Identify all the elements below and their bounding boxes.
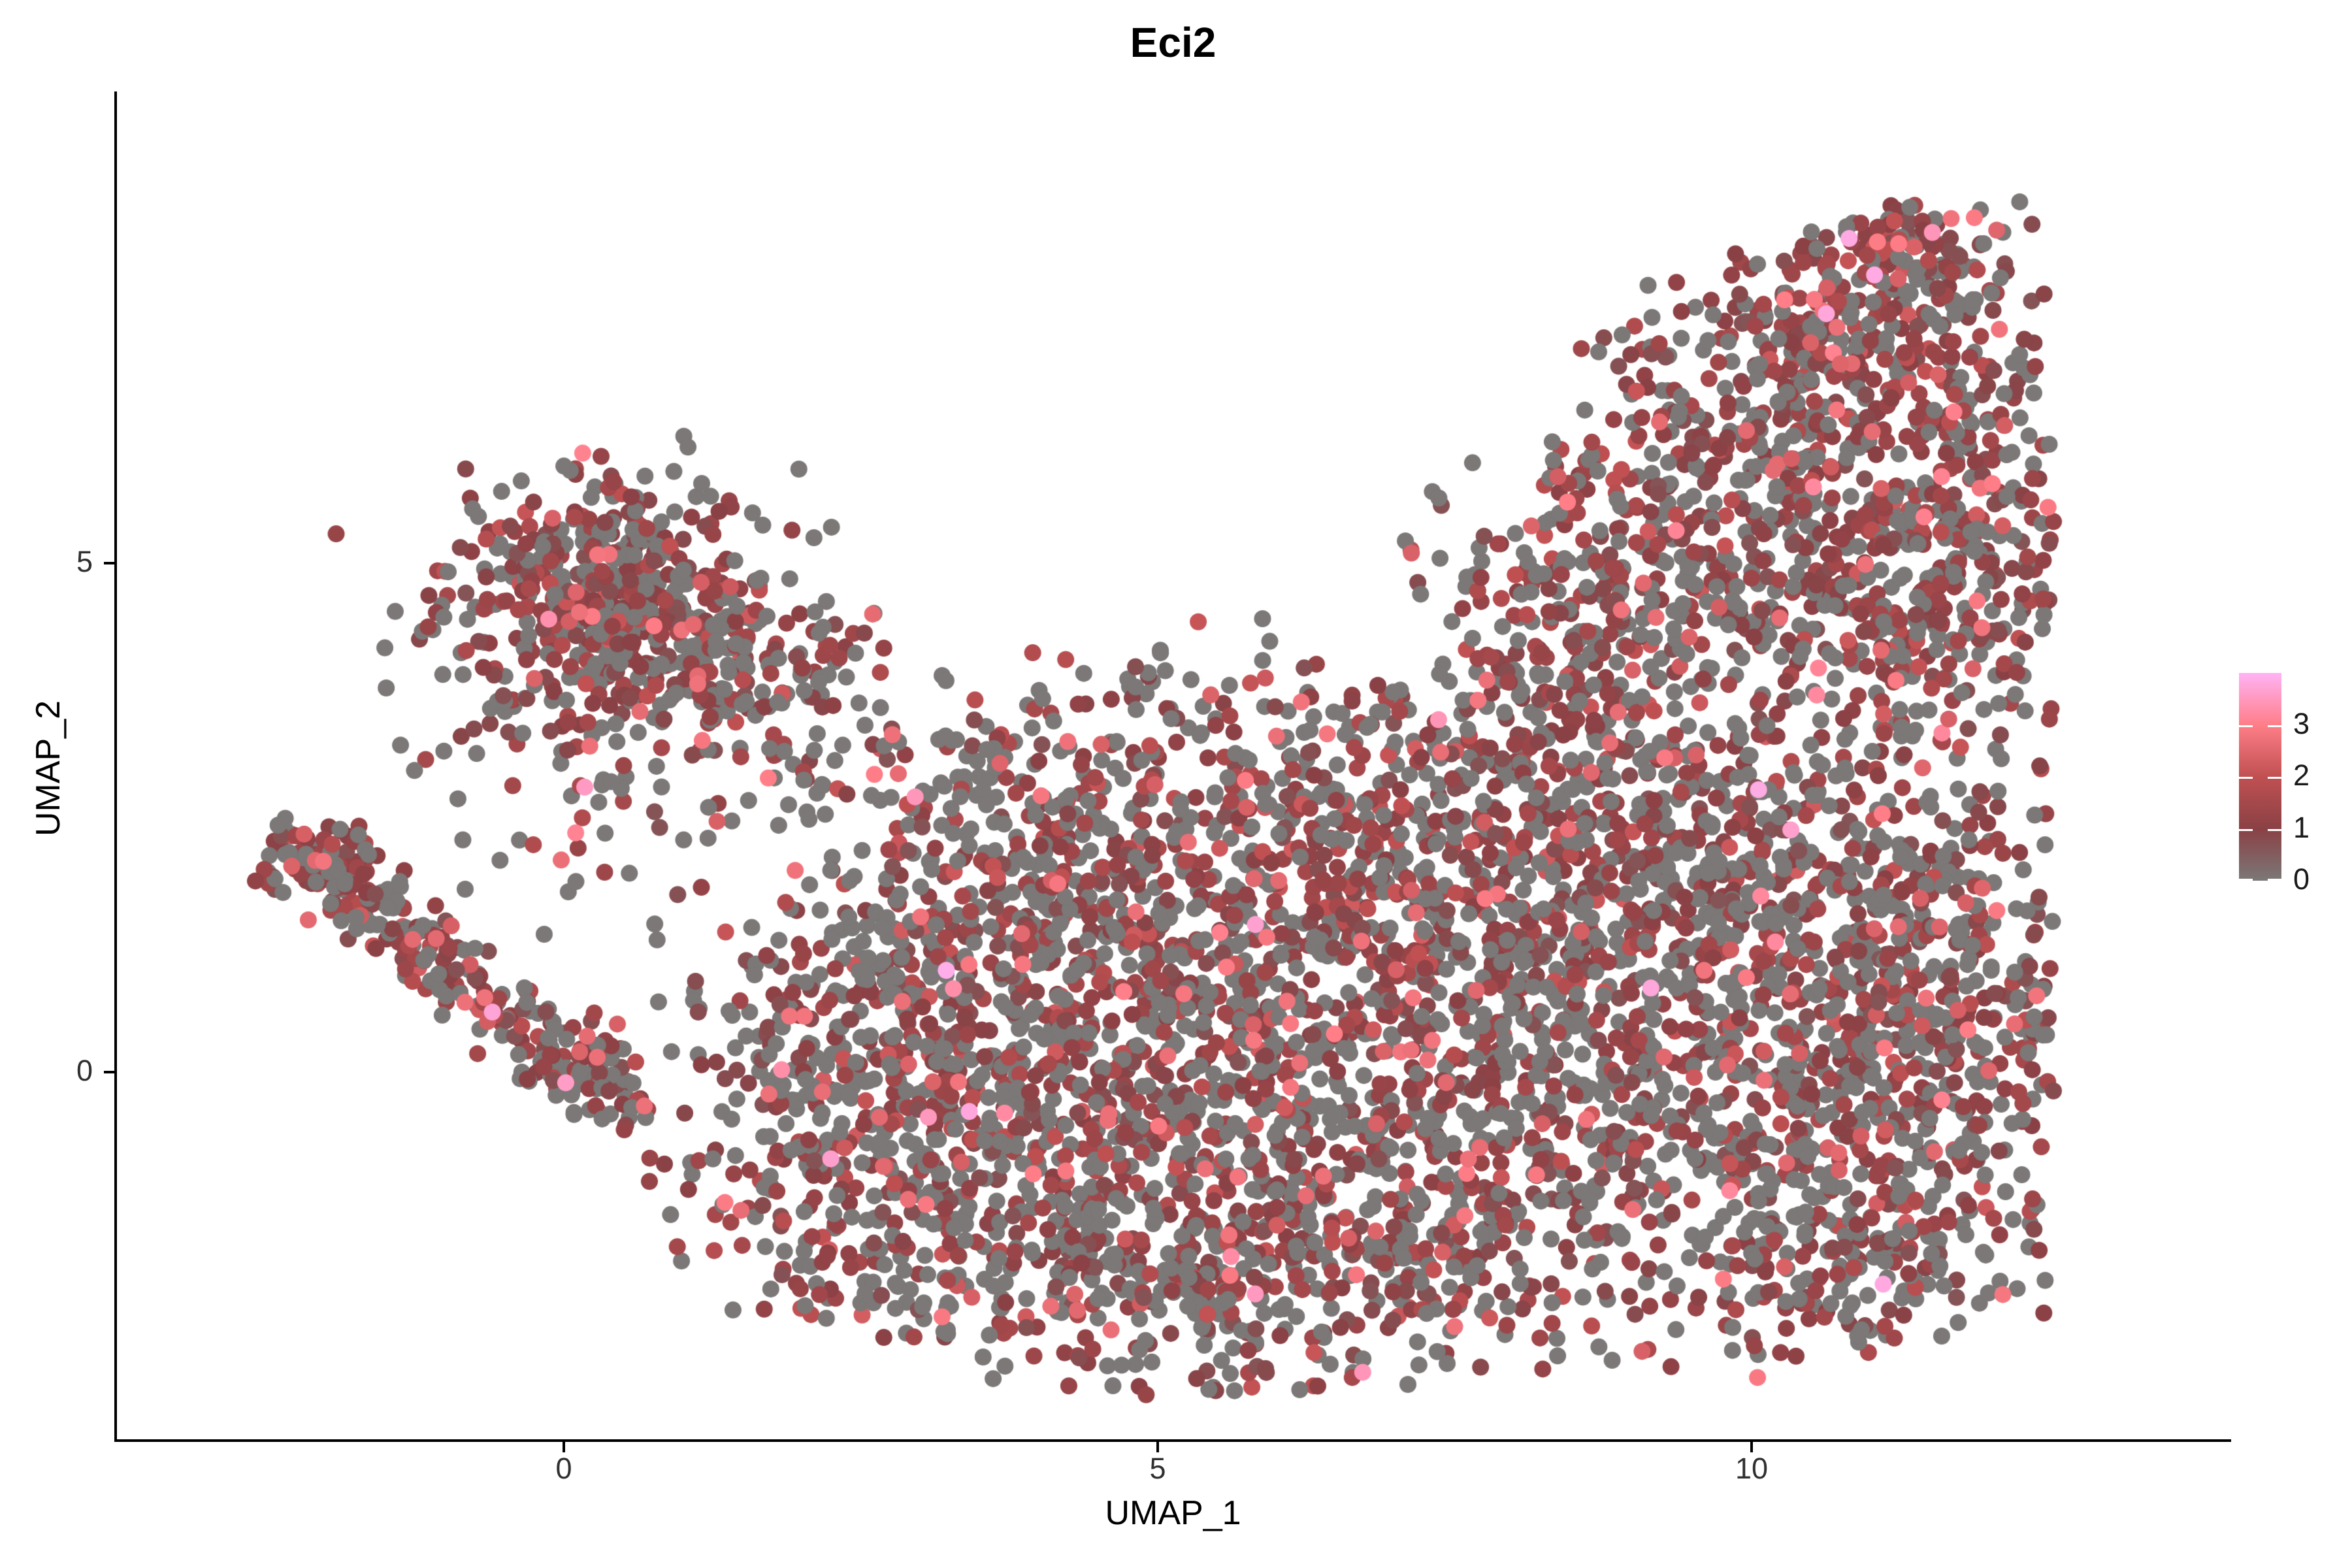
legend-tick-dash: [2268, 879, 2281, 881]
y-axis-line: [114, 91, 117, 1441]
x-tick-label: 10: [1735, 1452, 1769, 1485]
legend-tick-dash: [2239, 879, 2253, 881]
x-tick-mark: [1156, 1442, 1159, 1452]
x-tick-label: 5: [1149, 1452, 1166, 1485]
y-tick-label: 0: [76, 1054, 93, 1087]
legend-tick-label: 1: [2293, 810, 2310, 844]
legend-tick-label: 3: [2293, 706, 2310, 740]
legend-tick-dash: [2239, 828, 2253, 831]
legend-tick-dash: [2268, 828, 2281, 831]
legend-tick-label: 0: [2293, 862, 2310, 896]
legend-tick-dash: [2239, 777, 2253, 779]
y-axis-title: UMAP_2: [29, 700, 67, 837]
legend-tick-label: 2: [2293, 759, 2310, 792]
x-tick-label: 0: [555, 1452, 572, 1485]
x-tick-mark: [1750, 1442, 1753, 1452]
x-axis-title: UMAP_1: [1105, 1494, 1241, 1532]
x-axis-line: [114, 1439, 2231, 1442]
x-tick-mark: [563, 1442, 565, 1452]
y-tick-mark: [104, 1071, 114, 1073]
legend-tick-dash: [2268, 777, 2281, 779]
y-tick-label: 5: [76, 545, 93, 578]
y-tick-mark: [104, 562, 114, 564]
legend-tick-dash: [2268, 725, 2281, 727]
legend-tick-dash: [2239, 725, 2253, 727]
